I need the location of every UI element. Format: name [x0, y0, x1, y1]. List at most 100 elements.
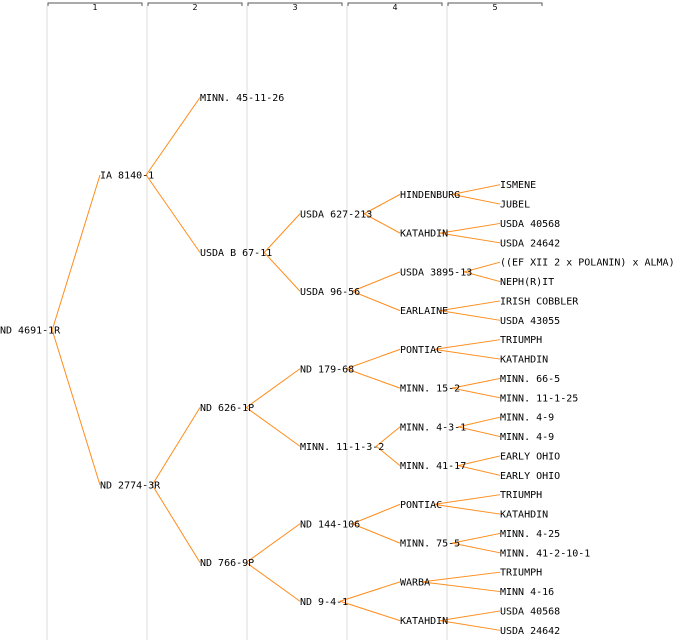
pedigree-node: ISMENE [500, 180, 536, 191]
pedigree-connector [452, 532, 501, 544]
generation-bracket [147, 2, 243, 6]
pedigree-connector [464, 261, 501, 273]
pedigree-connector [458, 426, 501, 438]
pedigree-node: USDA 40568 [500, 606, 560, 617]
pedigree-connector [364, 193, 401, 215]
pedigree-connector [375, 445, 401, 467]
pedigree-connector [458, 455, 501, 467]
pedigree-node: MINN. 4-3-1 [400, 422, 466, 433]
pedigree-connector [352, 290, 401, 312]
pedigree-node: WARBA [400, 577, 430, 588]
pedigree-node: TRIUMPH [500, 490, 542, 501]
pedigree-node: KATAHDIN [500, 355, 548, 366]
pedigree-node: IA 8140-1 [100, 171, 154, 182]
generation-header: 1 2 3 4 5 [47, 2, 543, 12]
pedigree-connector [464, 271, 501, 283]
pedigree-connector [145, 174, 201, 253]
pedigree-connector [434, 494, 501, 505]
generation-label: 2 [192, 3, 197, 12]
pedigree-node: MINN. 41-17 [400, 461, 466, 472]
pedigree-connector [440, 620, 501, 631]
pedigree-connector [375, 426, 401, 447]
pedigree-connector [346, 348, 401, 370]
generation-bracket [347, 2, 443, 6]
pedigree-connector [263, 252, 301, 292]
generation-bracket [447, 2, 543, 6]
pedigree-connector [440, 300, 501, 312]
pedigree-node: ND 144-106 [300, 519, 360, 530]
generation-column-divider [346, 6, 348, 640]
pedigree-node: USDA 3895-13 [400, 267, 472, 278]
generation-columns [46, 6, 448, 640]
pedigree-connector [245, 562, 301, 602]
pedigree-connector [245, 523, 301, 563]
pedigree-node: HINDENBURG [400, 190, 460, 201]
pedigree-connector [452, 542, 501, 554]
pedigree-connector [151, 407, 201, 486]
pedigree-connector [245, 407, 301, 447]
pedigree-node: PONTIAC [400, 500, 442, 511]
pedigree-connector [51, 329, 101, 486]
pedigree-node: MINN. 4-9 [500, 413, 554, 424]
pedigree-node: ND 9-4-1 [300, 597, 348, 608]
pedigree-connector [346, 368, 401, 389]
pedigree-connector [458, 465, 501, 476]
pedigree-connector [340, 581, 401, 602]
pedigree-node: USDA 24642 [500, 238, 560, 249]
pedigree-node: USDA B 67-11 [200, 248, 272, 259]
pedigree-node: KATAHDIN [400, 616, 448, 627]
pedigree-node: IRISH COBBLER [500, 296, 579, 307]
pedigree-node: JUBEL [500, 200, 530, 211]
pedigree-node: MINN 4-16 [500, 587, 554, 598]
pedigree-connector [352, 503, 401, 525]
generation-column-divider [446, 6, 448, 640]
pedigree-node: ND 766-9P [200, 558, 254, 569]
pedigree-connector [452, 387, 501, 399]
generation-label: 3 [292, 3, 297, 12]
pedigree-connector [452, 377, 501, 389]
generation-bracket [247, 2, 343, 6]
generation-bracket [47, 2, 143, 6]
pedigree-connector [245, 368, 301, 408]
pedigree-nodes: ND 4691-1R IA 8140-1 MINN. 45-11-26 USDA B … [0, 93, 675, 637]
pedigree-connector [364, 213, 401, 234]
pedigree-connector [51, 174, 101, 331]
pedigree-connector [440, 222, 501, 234]
pedigree-node: ((EF XII 2 x POLANIN) x ALMA) [500, 258, 675, 269]
pedigree-node: PONTIAC [400, 345, 442, 356]
pedigree-node: ND 626-1P [200, 403, 254, 414]
pedigree-node: EARLY OHIO [500, 451, 560, 462]
pedigree-node: MINN. 41-2-10-1 [500, 548, 590, 559]
pedigree-connector [452, 184, 501, 195]
pedigree-node: ND 179-68 [300, 364, 354, 375]
pedigree-node: MINN. 11-1-25 [500, 393, 578, 404]
pedigree-node: USDA 96-56 [300, 287, 360, 298]
pedigree-node: MINN. 11-1-3-2 [300, 442, 384, 453]
pedigree-node: EARLAINE [400, 306, 448, 317]
pedigree-node: MINN. 4-9 [500, 432, 554, 443]
pedigree-connector [145, 97, 201, 176]
pedigree-node: MINN. 4-25 [500, 529, 560, 540]
generation-column-divider [146, 6, 148, 640]
pedigree-node: TRIUMPH [500, 335, 542, 346]
pedigree-node: MINN. 75-5 [400, 539, 460, 550]
pedigree-connector [440, 232, 501, 244]
pedigree-connector [434, 503, 501, 515]
pedigree-connector [434, 339, 501, 350]
pedigree-node: TRIUMPH [500, 568, 542, 579]
pedigree-node: MINN. 15-2 [400, 384, 460, 395]
generation-column-divider [46, 6, 48, 640]
generation-column-divider [246, 6, 248, 640]
generation-label: 1 [92, 3, 97, 12]
pedigree-node: USDA 40568 [500, 219, 560, 230]
pedigree-node: KATAHDIN [500, 510, 548, 521]
pedigree-node: EARLY OHIO [500, 471, 560, 482]
pedigree-connector [263, 213, 301, 253]
pedigree-node: ND 4691-1R [0, 326, 61, 337]
pedigree-node: KATAHDIN [400, 229, 448, 240]
pedigree-connector [422, 581, 501, 593]
pedigree-node: ND 2774-3R [100, 481, 161, 492]
pedigree-node: USDA 43055 [500, 316, 560, 327]
pedigree-node: USDA 24642 [500, 626, 560, 637]
